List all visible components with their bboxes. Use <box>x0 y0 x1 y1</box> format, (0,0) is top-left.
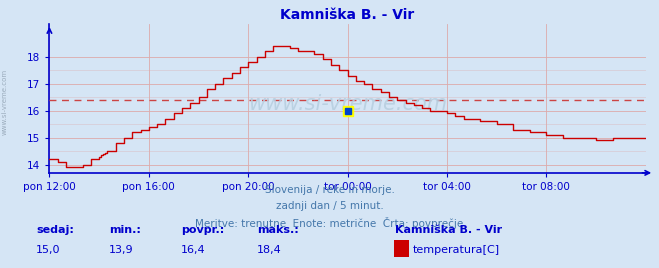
Text: zadnji dan / 5 minut.: zadnji dan / 5 minut. <box>275 201 384 211</box>
Text: www.si-vreme.com: www.si-vreme.com <box>248 94 447 114</box>
Text: 13,9: 13,9 <box>109 245 133 255</box>
Text: sedaj:: sedaj: <box>36 225 74 235</box>
Text: Slovenija / reke in morje.: Slovenija / reke in morje. <box>264 185 395 195</box>
Text: temperatura[C]: temperatura[C] <box>413 245 500 255</box>
Text: maks.:: maks.: <box>257 225 299 235</box>
Text: 18,4: 18,4 <box>257 245 282 255</box>
Text: 16,4: 16,4 <box>181 245 206 255</box>
Text: Kamniška B. - Vir: Kamniška B. - Vir <box>395 225 503 235</box>
Text: www.si-vreme.com: www.si-vreme.com <box>1 69 8 135</box>
Title: Kamniška B. - Vir: Kamniška B. - Vir <box>281 8 415 21</box>
Text: min.:: min.: <box>109 225 140 235</box>
Text: povpr.:: povpr.: <box>181 225 225 235</box>
Text: 15,0: 15,0 <box>36 245 61 255</box>
Text: Meritve: trenutne  Enote: metrične  Črta: povprečje: Meritve: trenutne Enote: metrične Črta: … <box>195 217 464 229</box>
